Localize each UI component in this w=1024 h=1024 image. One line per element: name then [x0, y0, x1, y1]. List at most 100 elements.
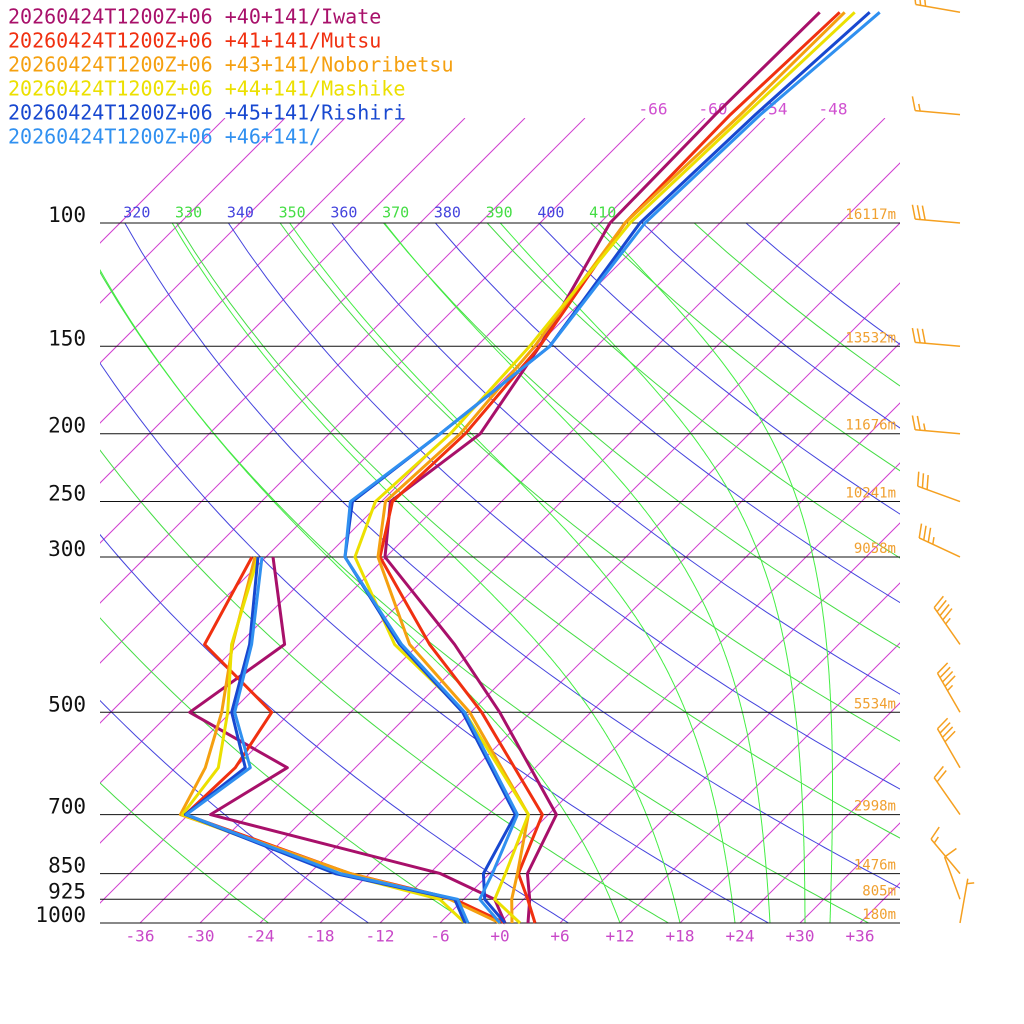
barb-full: [911, 96, 916, 111]
wind-barb: [959, 878, 975, 924]
barb-full: [916, 328, 921, 343]
wind-barbs: [911, 0, 975, 924]
dry-adiabat-label: 380: [434, 204, 461, 222]
wind-barb: [936, 662, 961, 713]
barb-shaft: [936, 728, 961, 769]
isotherm: [100, 118, 826, 844]
barb-full: [944, 675, 956, 687]
height-label: 1476m: [854, 858, 896, 874]
height-label: 2998m: [854, 799, 896, 815]
dewpoint-line: [180, 556, 467, 925]
height-label: 11676m: [845, 418, 896, 434]
barb-full: [936, 599, 947, 613]
barb-shaft: [917, 485, 961, 503]
barb-full: [916, 471, 920, 487]
dry-adiabat-label: 360: [330, 204, 357, 222]
isotherm: [100, 118, 406, 424]
x-tick-label: +12: [606, 927, 635, 946]
height-label: 9058m: [854, 541, 896, 557]
legend-entry: 20260424T1200Z+06 +44+141/Mashike: [8, 77, 405, 101]
barb-half: [933, 836, 939, 844]
barb-shaft: [933, 777, 961, 815]
barb-full: [921, 328, 926, 344]
barb-shaft: [915, 429, 961, 435]
isotherm: [739, 762, 900, 923]
x-tick-label: -6: [430, 927, 449, 946]
isotherm: [199, 222, 900, 923]
barb-full: [936, 770, 947, 783]
barb-full: [944, 730, 956, 743]
wind-barb: [911, 415, 961, 435]
barb-full: [942, 608, 953, 621]
isotherm-label: -48: [819, 100, 848, 119]
barb-full: [919, 0, 922, 6]
isotherm-label: -60: [699, 100, 728, 119]
barb-full: [933, 595, 944, 609]
x-tick-label: -24: [246, 927, 275, 946]
dry-adiabat-label: 350: [279, 204, 306, 222]
x-tick-label: +6: [550, 927, 569, 946]
pressure-label: 100: [48, 203, 86, 227]
isotherms: [100, 118, 900, 923]
height-label: 10241m: [845, 486, 896, 502]
height-label: 16117m: [845, 207, 896, 223]
legend: 20260424T1200Z+06 +40+141/Iwate 20260424T…: [8, 5, 454, 149]
isotherm: [559, 582, 900, 923]
x-tick-label: +18: [666, 927, 695, 946]
legend-entry: 20260424T1200Z+06 +40+141/Iwate: [8, 5, 381, 29]
temperature-line: [353, 11, 856, 925]
x-tick-label: -18: [306, 927, 335, 946]
barb-full: [941, 670, 954, 683]
barb-full: [911, 415, 916, 430]
barb-full: [921, 205, 926, 221]
pressure-label: 850: [48, 854, 86, 878]
pressure-label: 500: [48, 692, 86, 716]
barb-full: [923, 525, 927, 541]
barb-shaft: [943, 856, 961, 900]
x-tick-label: -30: [186, 927, 215, 946]
barb-full: [921, 473, 925, 488]
wind-barb: [911, 96, 961, 116]
wind-barb: [933, 595, 961, 645]
profiles: [178, 11, 881, 925]
barb-full: [918, 523, 923, 539]
temperature-line: [376, 11, 846, 924]
x-tick-label: +0: [490, 927, 509, 946]
height-label: 5534m: [854, 696, 896, 712]
wind-barb: [916, 471, 961, 503]
isotherm: [100, 118, 706, 724]
dry-adiabat-label: 320: [123, 204, 150, 222]
isotherm: [100, 118, 466, 484]
legend-entry: 20260424T1200Z+06 +46+141/: [8, 125, 321, 149]
x-tick-label: -12: [366, 927, 395, 946]
wind-barb: [911, 204, 961, 224]
barb-shaft: [915, 218, 961, 224]
pressure-label: 150: [48, 326, 86, 350]
isotherm: [100, 118, 346, 364]
x-tick-label: +24: [726, 927, 755, 946]
isotherm: [319, 342, 900, 923]
wind-barb: [943, 847, 961, 900]
barb-shaft: [915, 341, 961, 348]
barb-full: [936, 717, 949, 730]
pressure-label: 300: [48, 537, 86, 561]
height-label: 805m: [862, 883, 896, 899]
wind-barb: [911, 327, 961, 348]
barb-full: [941, 726, 954, 738]
barb-shaft: [933, 607, 961, 645]
barb-full: [911, 327, 916, 343]
wind-barb: [914, 0, 961, 14]
barb-shaft: [918, 537, 961, 558]
isotherm: [499, 522, 900, 923]
temperature-line: [343, 11, 881, 924]
barb-half: [945, 617, 951, 625]
barb-half: [918, 103, 921, 112]
barb-full: [944, 847, 957, 858]
wind-barb: [933, 765, 961, 815]
barb-shaft: [959, 878, 969, 924]
legend-entry: 20260424T1200Z+06 +45+141/Rishiri: [8, 101, 405, 125]
dry-adiabat-label: 330: [175, 204, 202, 222]
barb-full: [911, 204, 916, 220]
